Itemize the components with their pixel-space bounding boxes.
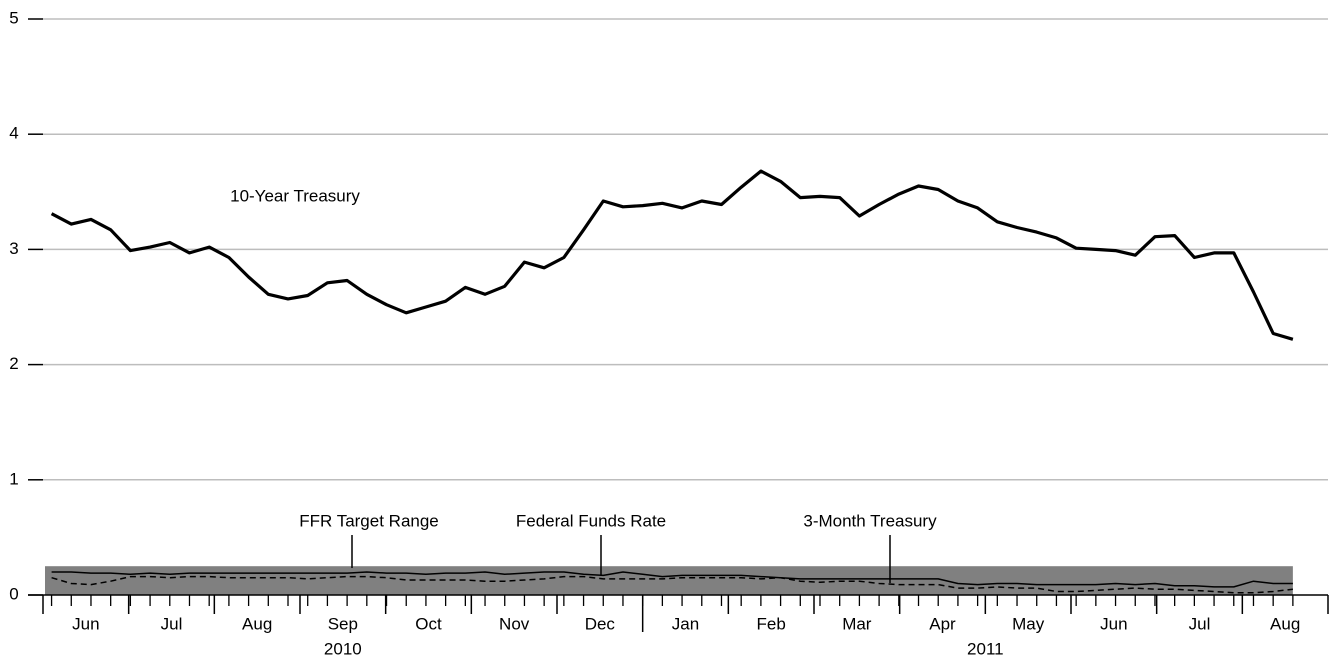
series-label: Federal Funds Rate xyxy=(516,511,666,530)
month-label: Jan xyxy=(672,614,699,633)
month-label: Jun xyxy=(72,614,99,633)
series-label: 10-Year Treasury xyxy=(230,186,360,205)
month-label: Oct xyxy=(415,614,442,633)
month-label: Jul xyxy=(1189,614,1211,633)
y-tick-label: 4 xyxy=(9,124,18,143)
month-label: Apr xyxy=(929,614,956,633)
month-label: Sep xyxy=(328,614,358,633)
series-label: 3-Month Treasury xyxy=(803,511,937,530)
y-tick-label: 0 xyxy=(9,584,18,603)
month-label: Feb xyxy=(757,614,786,633)
target-band xyxy=(45,566,1293,595)
y-tick-label: 2 xyxy=(9,354,18,373)
month-label: Nov xyxy=(499,614,530,633)
y-tick-label: 5 xyxy=(9,8,18,27)
y-tick-label: 1 xyxy=(9,469,18,488)
year-label: 2010 xyxy=(324,639,362,658)
month-label: Dec xyxy=(585,614,616,633)
month-label: Aug xyxy=(1270,614,1300,633)
month-label: Mar xyxy=(842,614,872,633)
band-label: FFR Target Range xyxy=(299,511,439,530)
series-line xyxy=(51,575,1293,594)
year-label: 2011 xyxy=(967,639,1004,658)
series-line xyxy=(51,571,1293,588)
month-label: Jul xyxy=(161,614,183,633)
month-label: Aug xyxy=(242,614,272,633)
month-label: Jun xyxy=(1100,614,1127,633)
y-tick-label: 3 xyxy=(9,239,18,258)
month-label: May xyxy=(1012,614,1045,633)
series-line xyxy=(50,169,1294,341)
